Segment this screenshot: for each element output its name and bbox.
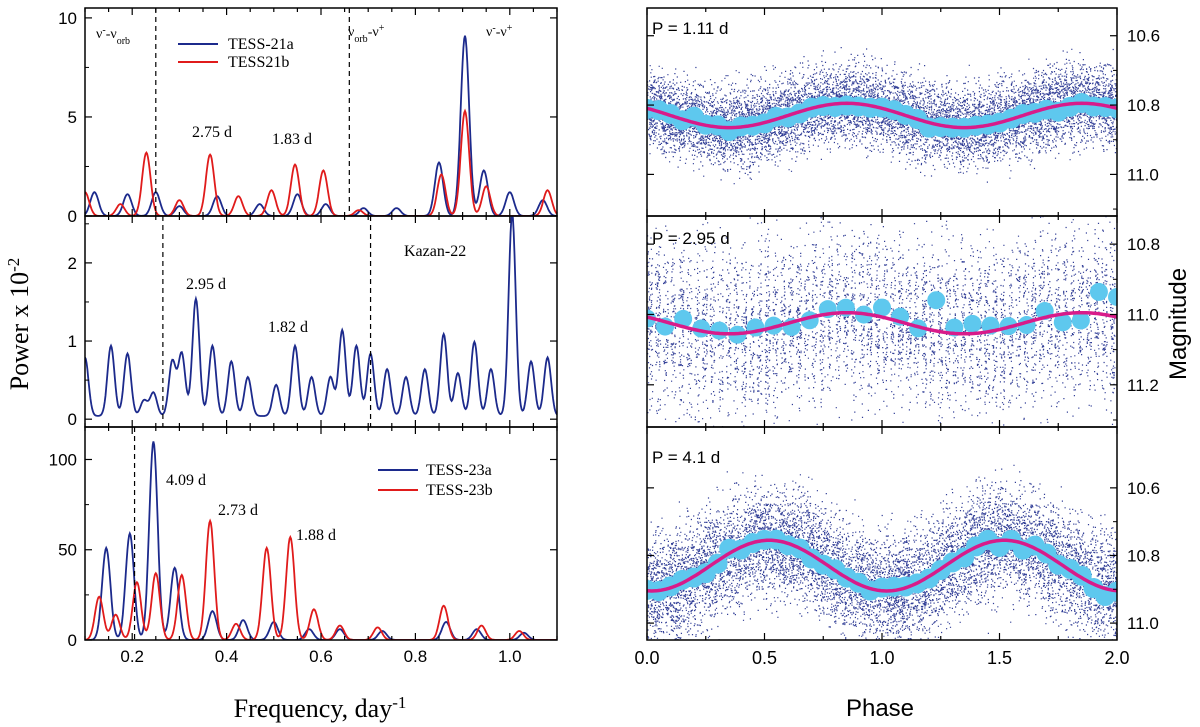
y-tick-label: 10.6: [1127, 27, 1160, 46]
y-tick-label: 50: [58, 541, 77, 560]
right-x-axis-title: Phase: [846, 695, 914, 722]
annotation-1-88-d: 1.88 d: [296, 527, 336, 544]
x-tick-label: 1.5: [987, 648, 1012, 668]
series-line-tess21b: [85, 108, 557, 216]
legend-top: TESS-21a TESS21b: [178, 36, 294, 71]
bin-circle: [963, 314, 982, 333]
annotation-4-09-d: 4.09 d: [166, 472, 206, 489]
bin-circle: [674, 309, 693, 328]
legend-label-kazan-22: Kazan-22: [404, 243, 466, 260]
y-tick-label: 2: [68, 254, 77, 273]
y-tick-label: 100: [49, 450, 77, 469]
x-tick-label: 2.0: [1104, 648, 1129, 668]
region-label-nu-minus-nu-plus: ν--ν+: [486, 23, 513, 41]
y-tick-label: 11.0: [1127, 614, 1159, 633]
x-tick-label: 0.8: [404, 647, 428, 666]
fit-curve-1: [647, 101, 1117, 130]
period-label-4-1: P = 4.1 d: [652, 448, 720, 467]
x-tick-label: 0.2: [120, 647, 144, 666]
x-tick-label: 1.0: [498, 647, 522, 666]
left-y-axis-title-sup: -2: [4, 258, 23, 272]
left-panel-2: 0 1 2: [68, 215, 558, 429]
left-y-axis-title-main: Power x 10: [5, 272, 34, 390]
right-panel-1: 10.6 10.8 11.0: [646, 7, 1160, 217]
left-y-axis-title: Power x 10-2: [4, 258, 35, 391]
legend-label-tess-23b: TESS-23b: [426, 482, 493, 499]
series-line-tess-23b: [85, 518, 557, 640]
y-tick-label: 0: [68, 207, 77, 226]
peak-annotations: 2.75 d 1.83 d 2.95 d 1.82 d 4.09 d 2.73 …: [166, 124, 336, 544]
y-tick-label: 10.8: [1127, 96, 1160, 115]
x-tick-label: 0.5: [752, 648, 777, 668]
legend-label-tess-21a: TESS-21a: [228, 36, 294, 53]
left-x-axis-title: Frequency, day-1: [234, 693, 407, 724]
bin-circle: [1089, 282, 1108, 301]
left-plot-area-2: [85, 216, 557, 417]
y-tick-label: 10.6: [1127, 479, 1160, 498]
fit-curve-2: [647, 310, 1117, 336]
left-top-region-labels: ν--νorb νorb-ν+ ν--ν+: [96, 23, 513, 47]
right-plot-area-3: [647, 464, 1117, 640]
left-panel-3: 0 50 100: [49, 426, 558, 650]
legend-label-tess-23a: TESS-23a: [426, 462, 492, 479]
y-tick-label: 10.8: [1127, 235, 1160, 254]
y-tick-label: 11.0: [1127, 165, 1159, 184]
legend-middle: Kazan-22: [404, 243, 466, 260]
legend-bottom: TESS-23a TESS-23b: [378, 462, 493, 499]
period-labels: P = 1.11 d P = 2.95 d P = 4.1 d: [652, 19, 730, 467]
y-tick-label: 10: [58, 9, 77, 28]
y-tick-label: 1: [68, 332, 77, 351]
bin-circle: [927, 291, 946, 310]
series-line-kazan-22: [85, 216, 557, 417]
y-tick-label: 0: [68, 631, 77, 650]
x-tick-label: 1.0: [869, 648, 894, 668]
bin-circle: [873, 298, 891, 317]
annotation-1-82-d: 1.82 d: [268, 319, 308, 336]
region-label-nu-orb-nu-plus: νorb-ν+: [348, 23, 385, 45]
right-y-axis-title: Magnitude: [1165, 268, 1192, 380]
y-tick-label: 5: [68, 108, 77, 127]
period-label-1-11: P = 1.11 d: [652, 19, 728, 38]
left-x-axis-title-sup: -1: [392, 693, 406, 712]
right-plot-area-2: [647, 216, 1117, 427]
y-tick-label: 11.0: [1127, 305, 1159, 324]
region-label-nu-minus-nu-orb: ν--νorb: [96, 25, 130, 47]
y-tick-label: 0: [68, 410, 77, 429]
left-x-axis-title-main: Frequency, day: [234, 694, 393, 723]
legend-label-tess21b: TESS21b: [228, 54, 289, 71]
annotation-2-95-d: 2.95 d: [186, 276, 226, 293]
x-tick-label: 0.6: [309, 647, 333, 666]
y-tick-label: 10.8: [1127, 546, 1160, 565]
bin-circle: [1053, 313, 1072, 332]
right-panel-2: 10.8 11.0 11.2: [646, 215, 1160, 428]
period-label-2-95: P = 2.95 d: [652, 229, 730, 248]
bin-circle: [710, 321, 729, 340]
y-tick-label: 11.2: [1127, 376, 1159, 395]
right-panel-3: 10.6 10.8 11.0: [646, 426, 1160, 641]
annotation-2-75-d: 2.75 d: [192, 124, 232, 141]
left-panel-1: 0 5 10: [58, 7, 558, 226]
x-tick-label: 0.0: [634, 648, 659, 668]
annotation-2-73-d: 2.73 d: [218, 502, 258, 519]
x-tick-label: 0.4: [215, 647, 239, 666]
fit-curve-3: [647, 538, 1117, 593]
bin-circle: [1071, 311, 1090, 330]
bin-circle: [1108, 287, 1117, 306]
right-plot-area-1: [647, 47, 1117, 185]
annotation-1-83-d: 1.83 d: [272, 131, 312, 148]
